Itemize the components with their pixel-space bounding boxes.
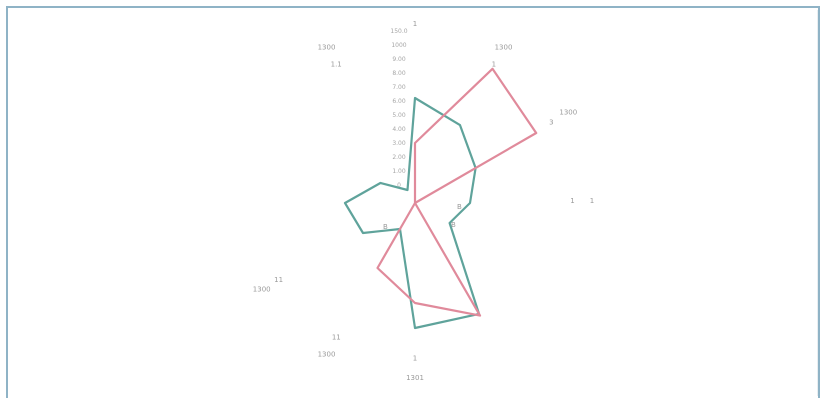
center-mark: B (451, 221, 456, 229)
center-marks: B B B (383, 203, 462, 231)
axis-value-label: 1 (413, 355, 417, 363)
radial-tick-label: 3.00 (392, 140, 406, 147)
radial-tick-label: 0 (397, 182, 401, 189)
axis-label: 1300 (253, 286, 271, 294)
radial-tick-label: 1.00 (392, 168, 406, 175)
axis-value-label: 1 (492, 61, 496, 69)
center-mark: B (457, 203, 462, 211)
axis-label: 1301 (406, 374, 424, 382)
axis-label: 1 (413, 20, 417, 28)
axis-value-label: 3 (549, 118, 553, 126)
chart-frame (6, 6, 820, 398)
radial-tick-label: 9.00 (392, 56, 406, 63)
axis-label: 1300 (495, 44, 513, 52)
radial-tick-label: 7.00 (392, 84, 406, 91)
series-1-line (343, 96, 481, 330)
axis-value-label: 11 (274, 276, 283, 284)
axis-value-label: 1.1 (331, 61, 342, 69)
axis-label: 1 (590, 197, 594, 205)
radial-tick-label: 2.00 (392, 154, 406, 161)
center-mark: B (383, 223, 388, 231)
axis-label: 1300 (559, 109, 577, 117)
radial-tick-label: 150.0 (390, 28, 407, 35)
radial-tick-label: 6.00 (392, 98, 406, 105)
series-2-line (376, 67, 538, 317)
axis-label: 1300 (318, 350, 336, 358)
radial-ticks: 150.0 1000 9.00 8.00 7.00 6.00 5.00 4.00 3.00 2.0… (390, 28, 407, 189)
axis-value-label: 11 (332, 333, 341, 341)
radial-tick-label: 5.00 (392, 112, 406, 119)
radial-tick-label: 8.00 (392, 70, 406, 77)
radial-tick-label: 4.00 (392, 126, 406, 133)
axis-label: 1300 (318, 44, 336, 52)
radial-tick-label: 1000 (391, 42, 406, 49)
right-edge-strip (817, 10, 818, 396)
series-layer (343, 67, 538, 330)
axis-value-label: 1 (570, 197, 574, 205)
